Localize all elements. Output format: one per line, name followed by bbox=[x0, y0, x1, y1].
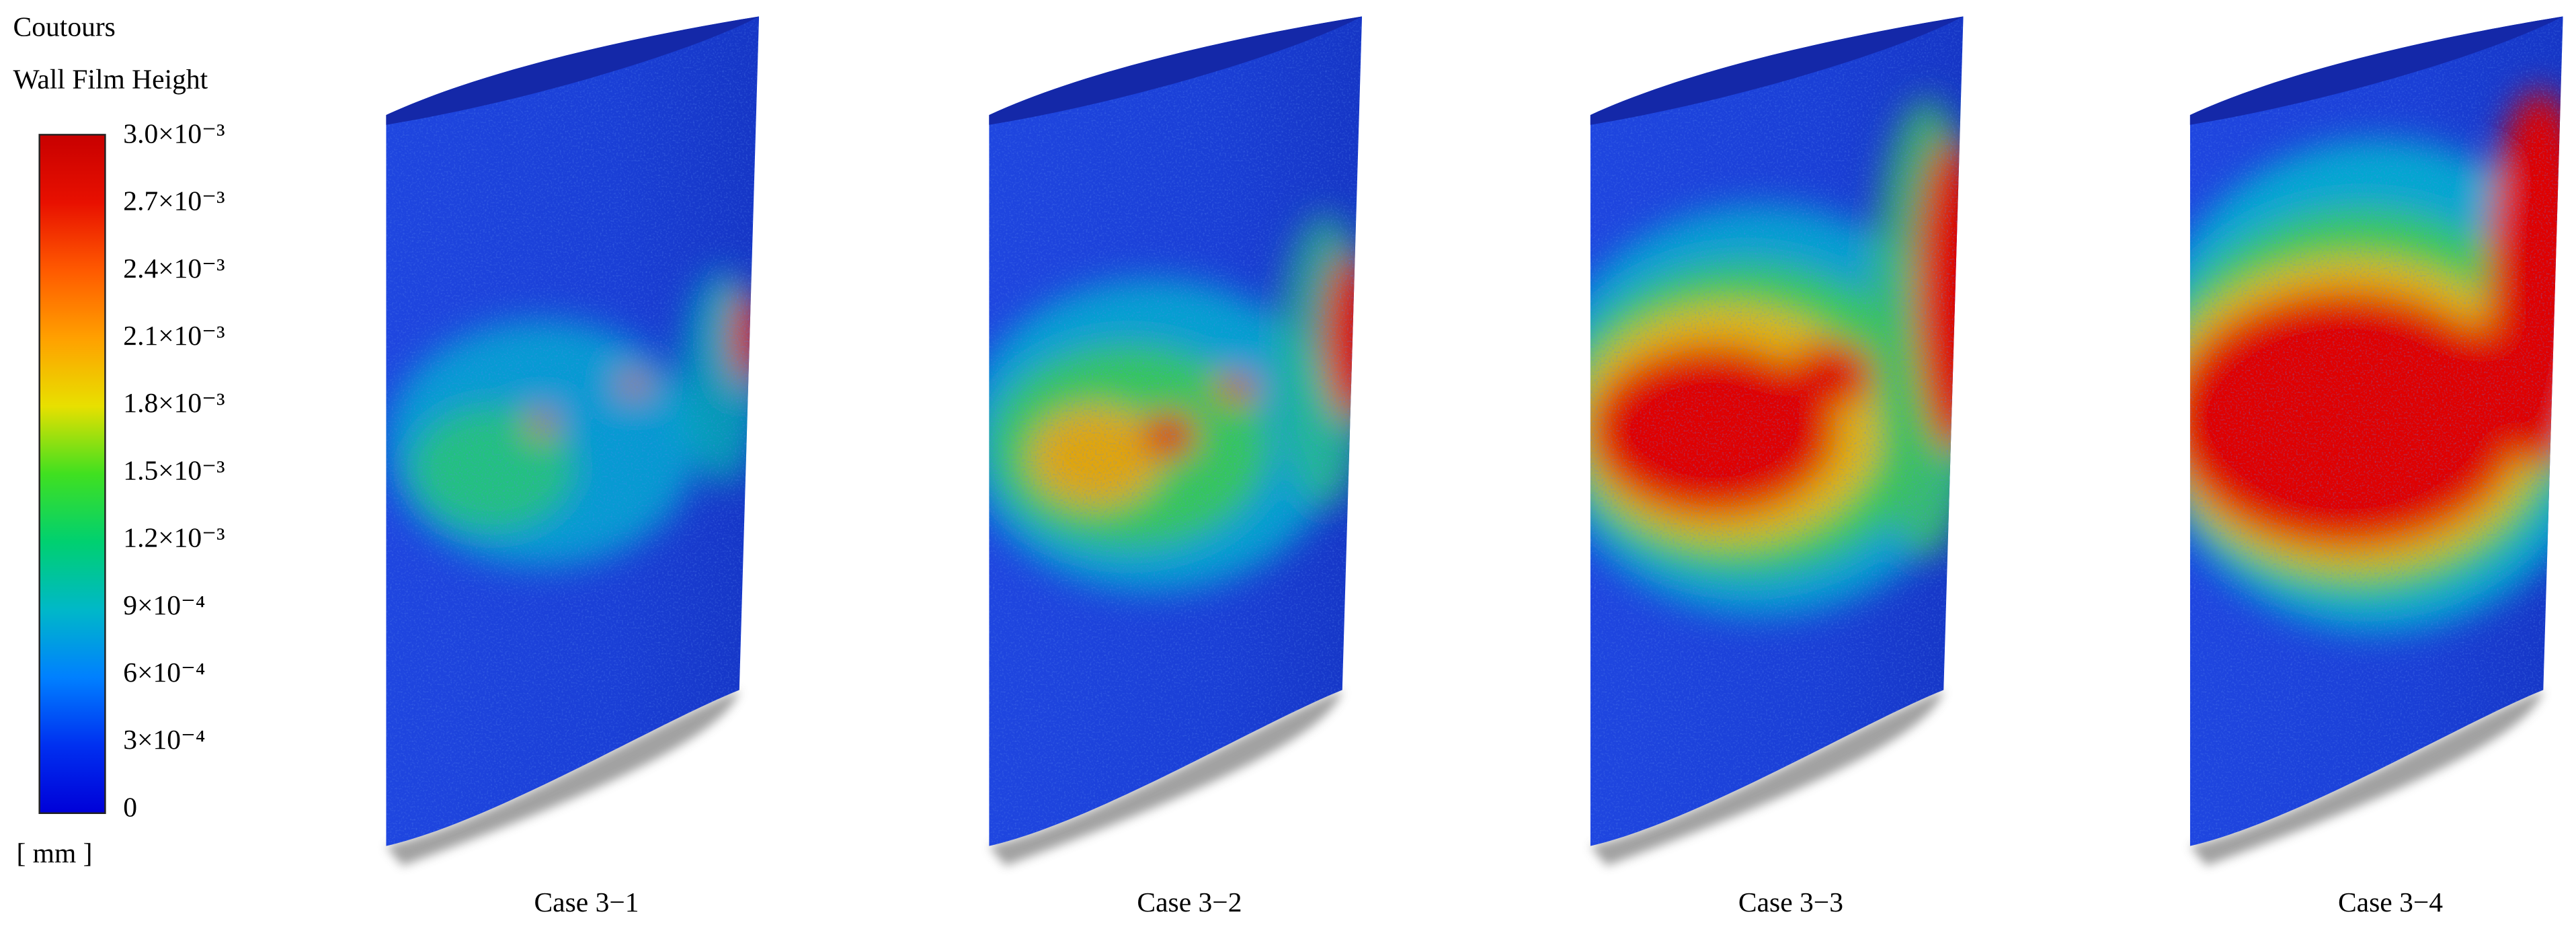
colorbar-tick-label: 6×10⁻⁴ bbox=[123, 657, 205, 688]
blade-top bbox=[386, 16, 760, 125]
legend-title: Coutours bbox=[13, 11, 116, 42]
film-speckle bbox=[2189, 16, 2563, 846]
colorbar-tick-label: 1.8×10⁻³ bbox=[123, 387, 225, 418]
panel-label: Case 3−3 bbox=[1738, 887, 1843, 918]
colorbar-tick-label: 1.5×10⁻³ bbox=[123, 454, 225, 485]
panel-label: Case 3−4 bbox=[2338, 887, 2443, 918]
film-speckle bbox=[989, 16, 1363, 846]
blade-surface bbox=[989, 16, 1363, 846]
colorbar-tick-label: 2.7×10⁻³ bbox=[123, 186, 225, 216]
film-speckle bbox=[386, 16, 760, 846]
colorbar-tick-label: 3×10⁻⁴ bbox=[123, 724, 205, 755]
colorbar-tick-label: 2.1×10⁻³ bbox=[123, 320, 225, 351]
blade-shadow bbox=[2189, 690, 2544, 866]
colorbar-tick-label: 3.0×10⁻³ bbox=[123, 118, 225, 149]
blade-shadow bbox=[989, 690, 1342, 866]
panel-label: Case 3−2 bbox=[1137, 887, 1242, 918]
legend-subtitle: Wall Film Height bbox=[13, 64, 208, 95]
colorbar bbox=[38, 134, 106, 815]
blade-top bbox=[989, 16, 1363, 125]
blade-shadow bbox=[1590, 690, 1944, 866]
colorbar-tick-label: 1.2×10⁻³ bbox=[123, 522, 225, 553]
blade-surface bbox=[386, 16, 760, 846]
blade-top bbox=[2189, 16, 2563, 125]
blade-surface bbox=[1590, 16, 1964, 846]
colorbar-tick-label: 0 bbox=[123, 791, 137, 822]
blade-shadow bbox=[386, 690, 739, 866]
blade-surface bbox=[2189, 16, 2563, 846]
colorbar-tick-label: 2.4×10⁻³ bbox=[123, 253, 225, 284]
film-speckle bbox=[1590, 16, 1964, 846]
blade-panel bbox=[989, 16, 1363, 866]
panel-label: Case 3−1 bbox=[534, 887, 639, 918]
figure-content: Coutours Wall Film Height [ mm ] 3.0×10⁻… bbox=[13, 11, 2563, 918]
colorbar-tick-label: 9×10⁻⁴ bbox=[123, 589, 205, 620]
blade-panel bbox=[2189, 16, 2563, 866]
blade-top bbox=[1590, 16, 1964, 125]
blade-panel bbox=[386, 16, 760, 866]
legend-unit: [ mm ] bbox=[16, 838, 92, 868]
blade-panel bbox=[1590, 16, 1964, 866]
